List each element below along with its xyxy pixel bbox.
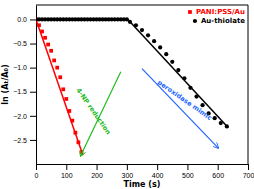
tick: −0.5 (13, 40, 36, 47)
tick-mark (30, 116, 36, 117)
legend: PANI:PSS/AuAu-thiolate (188, 8, 245, 25)
point (61, 87, 65, 91)
tick: 0.0 (17, 16, 36, 23)
legend-label: Au-thiolate (201, 17, 245, 25)
tick-label: −1.5 (13, 88, 27, 95)
chart: 0 100 200 300 400 500 600 700 0.0 −0.5 −1.0 −1.5 −2.… (0, 0, 254, 189)
point (140, 28, 144, 32)
fit-line (36, 19, 83, 155)
tick-mark (157, 164, 158, 170)
tick-label: 400 (152, 172, 164, 179)
tick-label: −2.0 (13, 113, 27, 120)
annotation: peroxidase mimic (156, 78, 214, 122)
tick: −1.0 (13, 64, 36, 71)
point (58, 75, 62, 79)
plot: 0 100 200 300 400 500 600 700 0.0 −0.5 −1.0 −1.5 −2.… (13, 5, 254, 179)
axis-line (36, 6, 37, 165)
tick-mark (30, 92, 36, 93)
tick: −2.0 (13, 113, 36, 120)
tick: 100 (61, 164, 73, 179)
point (170, 60, 174, 64)
point (164, 52, 168, 56)
tick-mark (248, 164, 249, 170)
tick: −1.5 (13, 88, 36, 95)
tick: 300 (122, 164, 134, 179)
tick-label: 0 (35, 172, 39, 179)
tick-mark (30, 44, 36, 45)
tick-mark (218, 164, 219, 170)
point (213, 116, 217, 120)
tick: 600 (212, 164, 224, 179)
legend-marker (188, 10, 192, 14)
tick-label: 0.0 (17, 16, 27, 23)
tick-label: −2.5 (13, 137, 27, 144)
annotation-arrow (142, 69, 218, 149)
tick: −2.5 (13, 137, 36, 144)
marks (36, 17, 229, 155)
point (46, 43, 50, 47)
tick: 700 (243, 164, 254, 179)
y-axis-title: ln (Aₜ/A₀) (1, 64, 10, 104)
point (158, 45, 162, 49)
tick-label: −0.5 (13, 40, 27, 47)
tick-mark (187, 164, 188, 170)
tick: 500 (182, 164, 194, 179)
tick-mark (30, 19, 36, 20)
tick-label: 100 (61, 172, 73, 179)
annotation: 4-NP reduction (74, 87, 112, 137)
legend-label: PANI:PSS/Au (196, 8, 245, 16)
x-axis-title: Time (s) (124, 180, 161, 189)
point (43, 36, 47, 40)
tick-label: 300 (122, 172, 134, 179)
tick-mark (97, 164, 98, 170)
point (64, 97, 68, 101)
tick: 200 (91, 164, 103, 179)
axis-line (37, 164, 249, 165)
tick-label: 700 (243, 172, 254, 179)
tick-mark (66, 164, 67, 170)
tick: 400 (152, 164, 164, 179)
y-axis: 0.0 −0.5 −1.0 −1.5 −2.0 −2.5 (13, 6, 36, 165)
tick: 0 (35, 164, 39, 179)
tick-mark (30, 68, 36, 69)
frame (36, 5, 248, 6)
point (49, 49, 53, 53)
tick-label: 500 (182, 172, 194, 179)
frame (248, 5, 249, 164)
x-axis: 0 100 200 300 400 500 600 700 (35, 164, 254, 179)
tick-label: 200 (91, 172, 103, 179)
tick-label: 600 (212, 172, 224, 179)
annotations: 4-NP reduction peroxidase mimic (74, 69, 218, 156)
point (146, 33, 150, 37)
point (55, 66, 59, 70)
point (152, 39, 156, 43)
tick-mark (36, 164, 37, 170)
point (52, 59, 56, 63)
tick-label: −1.0 (13, 64, 27, 71)
tick-mark (127, 164, 128, 170)
fit-line (128, 20, 228, 128)
legend-marker (193, 19, 197, 23)
tick-mark (30, 140, 36, 141)
